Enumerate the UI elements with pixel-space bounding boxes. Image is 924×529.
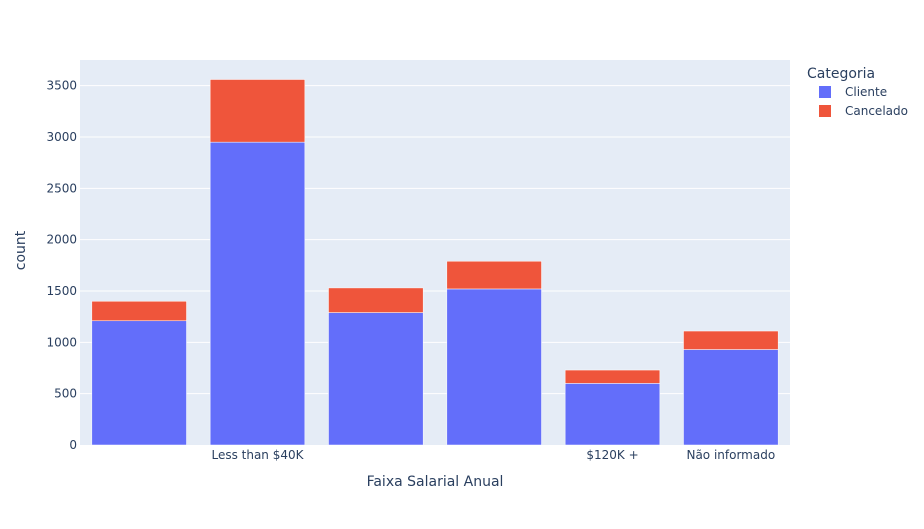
plot-area-background <box>80 60 790 445</box>
legend-swatch <box>819 86 831 98</box>
y-tick-label: 3000 <box>46 130 77 144</box>
y-tick-label: 2000 <box>46 233 77 247</box>
legend[interactable]: Categoria Cliente Cancelado <box>807 66 908 118</box>
legend-item-cliente[interactable]: Cliente <box>819 85 887 99</box>
y-tick-label: 0 <box>69 438 77 452</box>
y-tick-label: 3500 <box>46 79 77 93</box>
legend-label: Cliente <box>845 85 887 99</box>
bar-cliente[interactable] <box>564 383 661 446</box>
bar-cancelado[interactable] <box>446 260 542 290</box>
x-tick-label: Less than $40K <box>211 448 304 462</box>
bar-cancelado[interactable] <box>564 369 661 384</box>
x-axis-title: Faixa Salarial Anual <box>367 474 504 490</box>
x-axis-ticks: Less than $40K $120K + Não informado <box>211 448 775 462</box>
legend-swatch <box>819 105 831 117</box>
bar-cancelado[interactable] <box>683 330 779 350</box>
y-axis-ticks: 0 500 1000 1500 2000 2500 3000 3500 <box>46 79 77 452</box>
bar-cliente[interactable] <box>91 320 187 446</box>
legend-label: Cancelado <box>845 104 908 118</box>
bar-cancelado[interactable] <box>91 301 187 322</box>
grid-lines <box>80 85 790 395</box>
legend-item-cancelado[interactable]: Cancelado <box>819 104 908 118</box>
bars <box>91 79 779 446</box>
bar-cliente[interactable] <box>328 312 424 446</box>
y-tick-label: 1000 <box>46 335 77 349</box>
bar-cancelado[interactable] <box>328 287 424 313</box>
legend-title: Categoria <box>807 66 875 82</box>
bar-cliente[interactable] <box>683 349 779 446</box>
bar-cliente[interactable] <box>209 141 306 446</box>
bar-cancelado[interactable] <box>209 79 306 143</box>
y-tick-label: 500 <box>54 387 77 401</box>
y-tick-label: 1500 <box>46 284 77 298</box>
y-axis-title: count <box>13 230 29 270</box>
x-tick-label: Não informado <box>686 448 775 462</box>
x-tick-label: $120K + <box>586 448 638 462</box>
y-tick-label: 2500 <box>46 181 77 195</box>
bar-cliente[interactable] <box>446 288 542 446</box>
